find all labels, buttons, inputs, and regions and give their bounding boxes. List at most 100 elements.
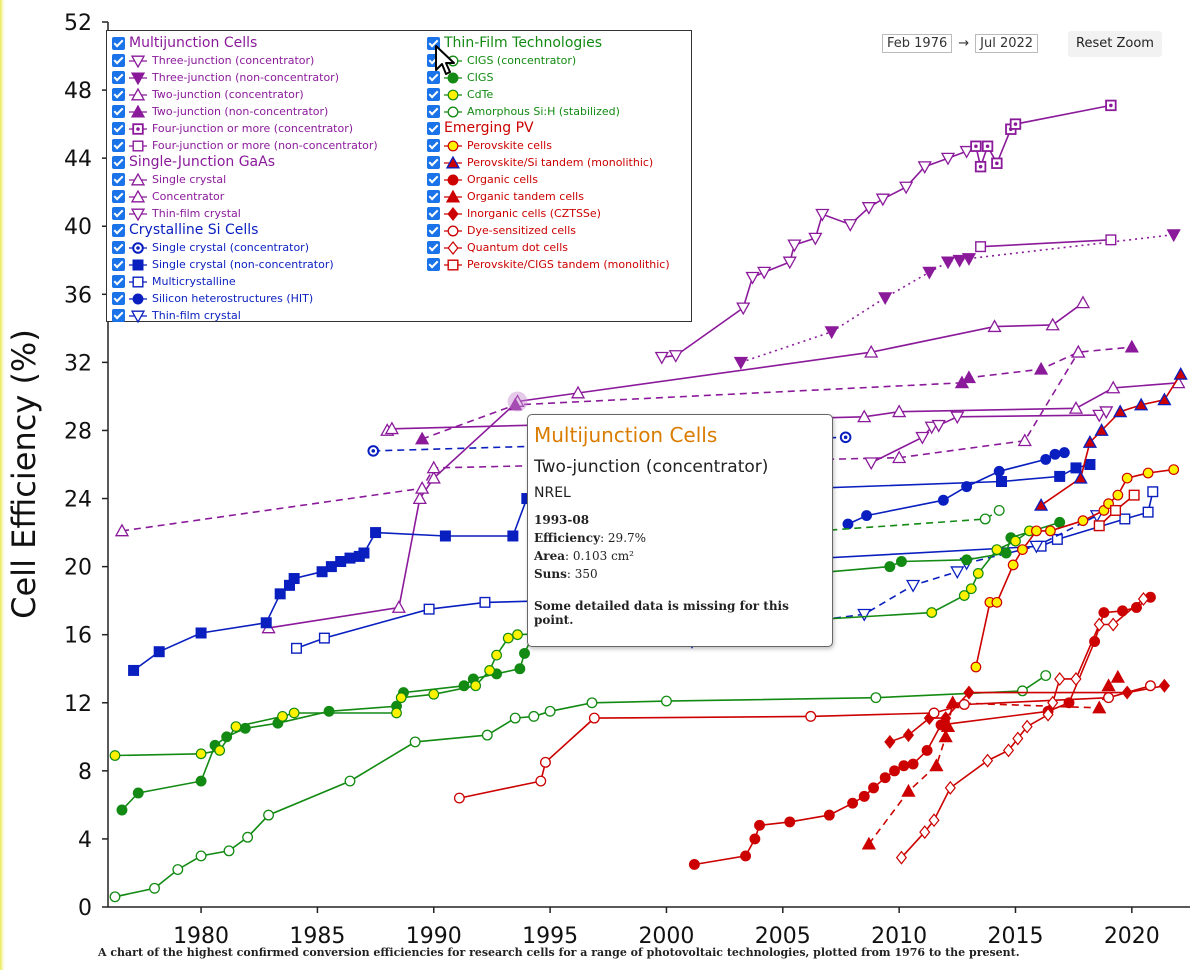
data-point[interactable] — [1073, 470, 1088, 484]
data-point[interactable] — [335, 556, 347, 568]
series-dye-sensitized-cells[interactable] — [453, 680, 1156, 804]
checkbox-checked-icon[interactable] — [112, 258, 125, 271]
data-point[interactable] — [214, 745, 226, 756]
legend-item[interactable]: Silicon heterostructures (HIT) — [109, 290, 378, 307]
data-point[interactable] — [277, 710, 288, 722]
data-point[interactable] — [323, 705, 335, 717]
date-from-input[interactable]: Feb 1976 — [882, 34, 953, 53]
series-gaas-thin-film-crystal[interactable] — [864, 406, 1114, 471]
data-point[interactable] — [892, 450, 907, 464]
data-point[interactable] — [861, 836, 876, 850]
checkbox-checked-icon[interactable] — [427, 71, 440, 84]
data-point[interactable] — [1068, 400, 1084, 414]
data-point[interactable] — [733, 356, 749, 370]
legend-item[interactable]: Four-junction or more (non-concentrator) — [109, 137, 378, 154]
data-point[interactable] — [290, 642, 302, 654]
data-point[interactable] — [1098, 607, 1110, 619]
data-point[interactable] — [1093, 520, 1105, 532]
data-point[interactable] — [263, 809, 275, 821]
data-point[interactable] — [1009, 118, 1022, 130]
data-point[interactable] — [109, 891, 121, 903]
series-three-junction-non-concentrator-[interactable] — [733, 229, 1181, 370]
data-point[interactable] — [996, 476, 1008, 488]
legend-item[interactable]: Two-junction (non-concentrator) — [109, 103, 378, 120]
series-perovskite-si-tandem-monolithic-[interactable] — [1033, 366, 1188, 511]
legend-group[interactable]: Crystalline Si Cells — [109, 222, 378, 239]
data-point[interactable] — [470, 680, 482, 692]
data-point[interactable] — [961, 481, 973, 493]
data-point[interactable] — [358, 547, 370, 559]
data-point[interactable] — [1070, 462, 1082, 474]
data-point[interactable] — [439, 530, 451, 542]
data-point[interactable] — [274, 588, 286, 600]
series-single-crystal-non-concentrator-[interactable] — [128, 459, 1096, 676]
data-point[interactable] — [149, 882, 160, 894]
data-point[interactable] — [344, 552, 356, 564]
data-point[interactable] — [905, 579, 921, 593]
data-point[interactable] — [508, 397, 523, 411]
data-point[interactable] — [864, 344, 879, 358]
checkbox-checked-icon[interactable] — [112, 275, 125, 288]
data-point[interactable] — [1017, 685, 1028, 697]
legend-group[interactable]: Emerging PV — [424, 120, 670, 137]
checkbox-checked-icon[interactable] — [427, 156, 440, 169]
legend-item[interactable]: Single crystal (concentrator) — [109, 239, 378, 256]
data-point[interactable] — [109, 750, 121, 761]
checkbox-checked-icon[interactable] — [112, 156, 125, 169]
legend-item[interactable]: Dye-sensitized cells — [424, 222, 670, 239]
data-point[interactable] — [1082, 435, 1098, 448]
data-point[interactable] — [884, 734, 896, 749]
legend-item[interactable]: Three-junction (non-concentrator) — [109, 69, 378, 86]
checkbox-checked-icon[interactable] — [112, 71, 125, 84]
data-point[interactable] — [367, 445, 380, 457]
data-point[interactable] — [902, 728, 915, 743]
data-point[interactable] — [1071, 344, 1086, 358]
data-point[interactable] — [1131, 602, 1142, 613]
data-point[interactable] — [1101, 678, 1116, 692]
data-point[interactable] — [316, 566, 328, 578]
data-point[interactable] — [839, 431, 852, 444]
data-point[interactable] — [858, 790, 870, 802]
data-point[interactable] — [453, 792, 465, 804]
legend-item[interactable]: Organic cells — [424, 171, 670, 188]
data-point[interactable] — [1033, 361, 1049, 375]
data-point[interactable] — [1045, 317, 1060, 331]
data-point[interactable] — [987, 319, 1002, 333]
checkbox-checked-icon[interactable] — [112, 241, 125, 254]
data-point[interactable] — [391, 707, 402, 719]
legend-item[interactable]: Perovskite/CIGS tandem (monolithic) — [424, 256, 670, 273]
data-point[interactable] — [965, 583, 977, 595]
data-point[interactable] — [588, 712, 600, 724]
data-point[interactable] — [979, 513, 991, 525]
checkbox-checked-icon[interactable] — [427, 139, 440, 152]
data-point[interactable] — [223, 845, 235, 857]
data-point[interactable] — [938, 729, 953, 743]
data-point[interactable] — [901, 783, 916, 797]
data-point[interactable] — [991, 596, 1003, 608]
series-perovskite-cells[interactable] — [970, 464, 1180, 673]
data-point[interactable] — [1029, 540, 1044, 554]
data-point[interactable] — [963, 685, 975, 700]
data-point[interactable] — [1094, 423, 1109, 436]
data-point[interactable] — [1058, 447, 1070, 459]
data-point[interactable] — [1119, 513, 1131, 525]
data-point[interactable] — [1121, 472, 1133, 484]
legend-item[interactable]: Perovskite cells — [424, 137, 670, 154]
checkbox-checked-icon[interactable] — [112, 224, 125, 237]
data-point[interactable] — [195, 775, 207, 787]
data-point[interactable] — [808, 232, 823, 246]
checkbox-checked-icon[interactable] — [112, 105, 125, 118]
data-point[interactable] — [993, 505, 1005, 516]
data-point[interactable] — [415, 480, 430, 494]
data-point[interactable] — [991, 157, 1003, 169]
data-point[interactable] — [544, 705, 556, 717]
data-point[interactable] — [1042, 707, 1054, 722]
legend-item[interactable]: Thin-film crystal — [109, 205, 378, 222]
checkbox-checked-icon[interactable] — [112, 139, 125, 152]
data-point[interactable] — [921, 744, 933, 756]
data-point[interactable] — [1040, 670, 1052, 681]
data-point[interactable] — [1054, 470, 1066, 482]
data-point[interactable] — [1103, 692, 1115, 704]
data-point[interactable] — [540, 756, 551, 768]
checkbox-checked-icon[interactable] — [427, 224, 440, 237]
